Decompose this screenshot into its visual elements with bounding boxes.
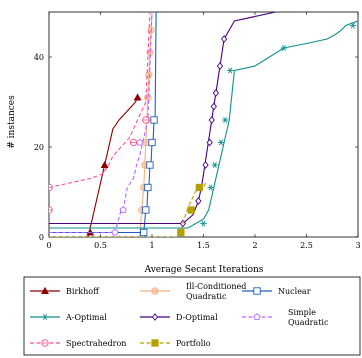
legend-entry-d-optimal: D-Optimal bbox=[140, 313, 218, 322]
legend-label: Quadratic bbox=[186, 292, 227, 301]
series-line bbox=[49, 12, 157, 234]
x-tick-label: 3 bbox=[355, 241, 360, 250]
x-tick-label: 1 bbox=[149, 241, 154, 250]
series-point bbox=[144, 183, 152, 192]
x-tick-label: 0.5 bbox=[94, 241, 107, 250]
legend-entry-portfolio: Portfolio bbox=[140, 339, 211, 348]
x-axis-label: Average Secant Iterations bbox=[144, 265, 264, 275]
series-line bbox=[49, 20, 358, 229]
series-line bbox=[49, 12, 153, 234]
series-point bbox=[227, 67, 234, 74]
series-point bbox=[142, 206, 150, 214]
legend-marker bbox=[41, 339, 49, 347]
series-point bbox=[210, 102, 217, 111]
legend-marker bbox=[151, 339, 159, 347]
series-point bbox=[146, 161, 154, 169]
series-point bbox=[49, 183, 53, 192]
series-point bbox=[129, 138, 138, 147]
series-point bbox=[207, 184, 214, 191]
series-point bbox=[216, 62, 224, 70]
legend-marker bbox=[253, 287, 261, 295]
legend-marker bbox=[151, 287, 159, 295]
legend-label: Quadratic bbox=[288, 318, 329, 327]
series-line bbox=[49, 12, 276, 225]
legend-entry-spectrahedron: Spectrahedron bbox=[30, 339, 126, 348]
series-portfolio bbox=[49, 182, 207, 237]
series-point bbox=[148, 138, 156, 147]
series-point bbox=[208, 116, 215, 124]
legend-entry-nuclear: Nuclear bbox=[242, 287, 311, 296]
series-point bbox=[142, 116, 150, 124]
legend-label: Portfolio bbox=[176, 339, 211, 348]
series-point bbox=[220, 35, 228, 43]
legend-box bbox=[23, 276, 361, 356]
x-tick-label: 0 bbox=[46, 241, 51, 250]
series-point bbox=[211, 162, 219, 168]
y-axis-label: # instances bbox=[7, 95, 17, 149]
series-point bbox=[280, 45, 288, 51]
series-point bbox=[111, 228, 119, 236]
series-simple-quadratic bbox=[49, 12, 153, 236]
series-point bbox=[177, 228, 185, 237]
legend-label: A-Optimal bbox=[65, 313, 107, 322]
series-point bbox=[217, 139, 225, 146]
series-d-optimal bbox=[49, 12, 276, 228]
series-ill-conditioned-quadratic bbox=[138, 12, 155, 237]
legend-entry-a-optimal: A-Optimal bbox=[30, 313, 107, 322]
legend-marker bbox=[41, 314, 49, 320]
y-tick-label: 0 bbox=[39, 233, 44, 242]
series-point bbox=[100, 160, 109, 169]
series-point bbox=[119, 206, 127, 214]
series-birkhoff bbox=[86, 93, 142, 237]
series-point bbox=[195, 183, 204, 192]
series-point bbox=[133, 93, 142, 101]
legend: BirkhoffIll-ConditionedQuadraticNuclearA… bbox=[23, 276, 361, 356]
legend-label: Spectrahedron bbox=[66, 339, 126, 348]
series-point bbox=[195, 197, 202, 205]
series-point bbox=[136, 138, 144, 146]
series-line bbox=[49, 12, 151, 189]
series-point bbox=[221, 117, 229, 123]
series-point bbox=[140, 228, 148, 237]
legend-label: Simple bbox=[288, 308, 316, 317]
series-point bbox=[49, 206, 53, 214]
series-line bbox=[139, 12, 153, 237]
y-tick-label: 20 bbox=[34, 143, 44, 152]
series-point bbox=[349, 22, 357, 29]
legend-label: Birkhoff bbox=[66, 287, 100, 296]
legend-marker bbox=[151, 313, 159, 321]
x-tick-label: 2.5 bbox=[300, 241, 313, 250]
legend-entry-birkhoff: Birkhoff bbox=[30, 286, 100, 296]
legend-marker bbox=[41, 286, 49, 295]
legend-marker bbox=[253, 313, 261, 321]
series-point bbox=[206, 138, 213, 147]
legend-label: Nuclear bbox=[278, 287, 311, 296]
series-point bbox=[187, 206, 195, 214]
series-point bbox=[202, 161, 209, 169]
plot-area: 0 0.5 1 1.5 2 2.5 3 0 20 40 bbox=[34, 11, 361, 250]
x-tick-label: 2 bbox=[252, 241, 257, 250]
series-a-optimal bbox=[49, 20, 358, 229]
legend-label: D-Optimal bbox=[176, 313, 218, 322]
series-point bbox=[212, 89, 219, 97]
legend-label: Ill-Conditioned bbox=[186, 282, 246, 291]
series-point bbox=[150, 116, 158, 124]
series-spectrahedron bbox=[49, 12, 151, 214]
series-point bbox=[200, 220, 207, 227]
x-tick-label: 1.5 bbox=[197, 241, 210, 250]
y-tick-label: 40 bbox=[34, 53, 44, 62]
series-line bbox=[87, 97, 139, 237]
series-nuclear bbox=[49, 12, 158, 237]
